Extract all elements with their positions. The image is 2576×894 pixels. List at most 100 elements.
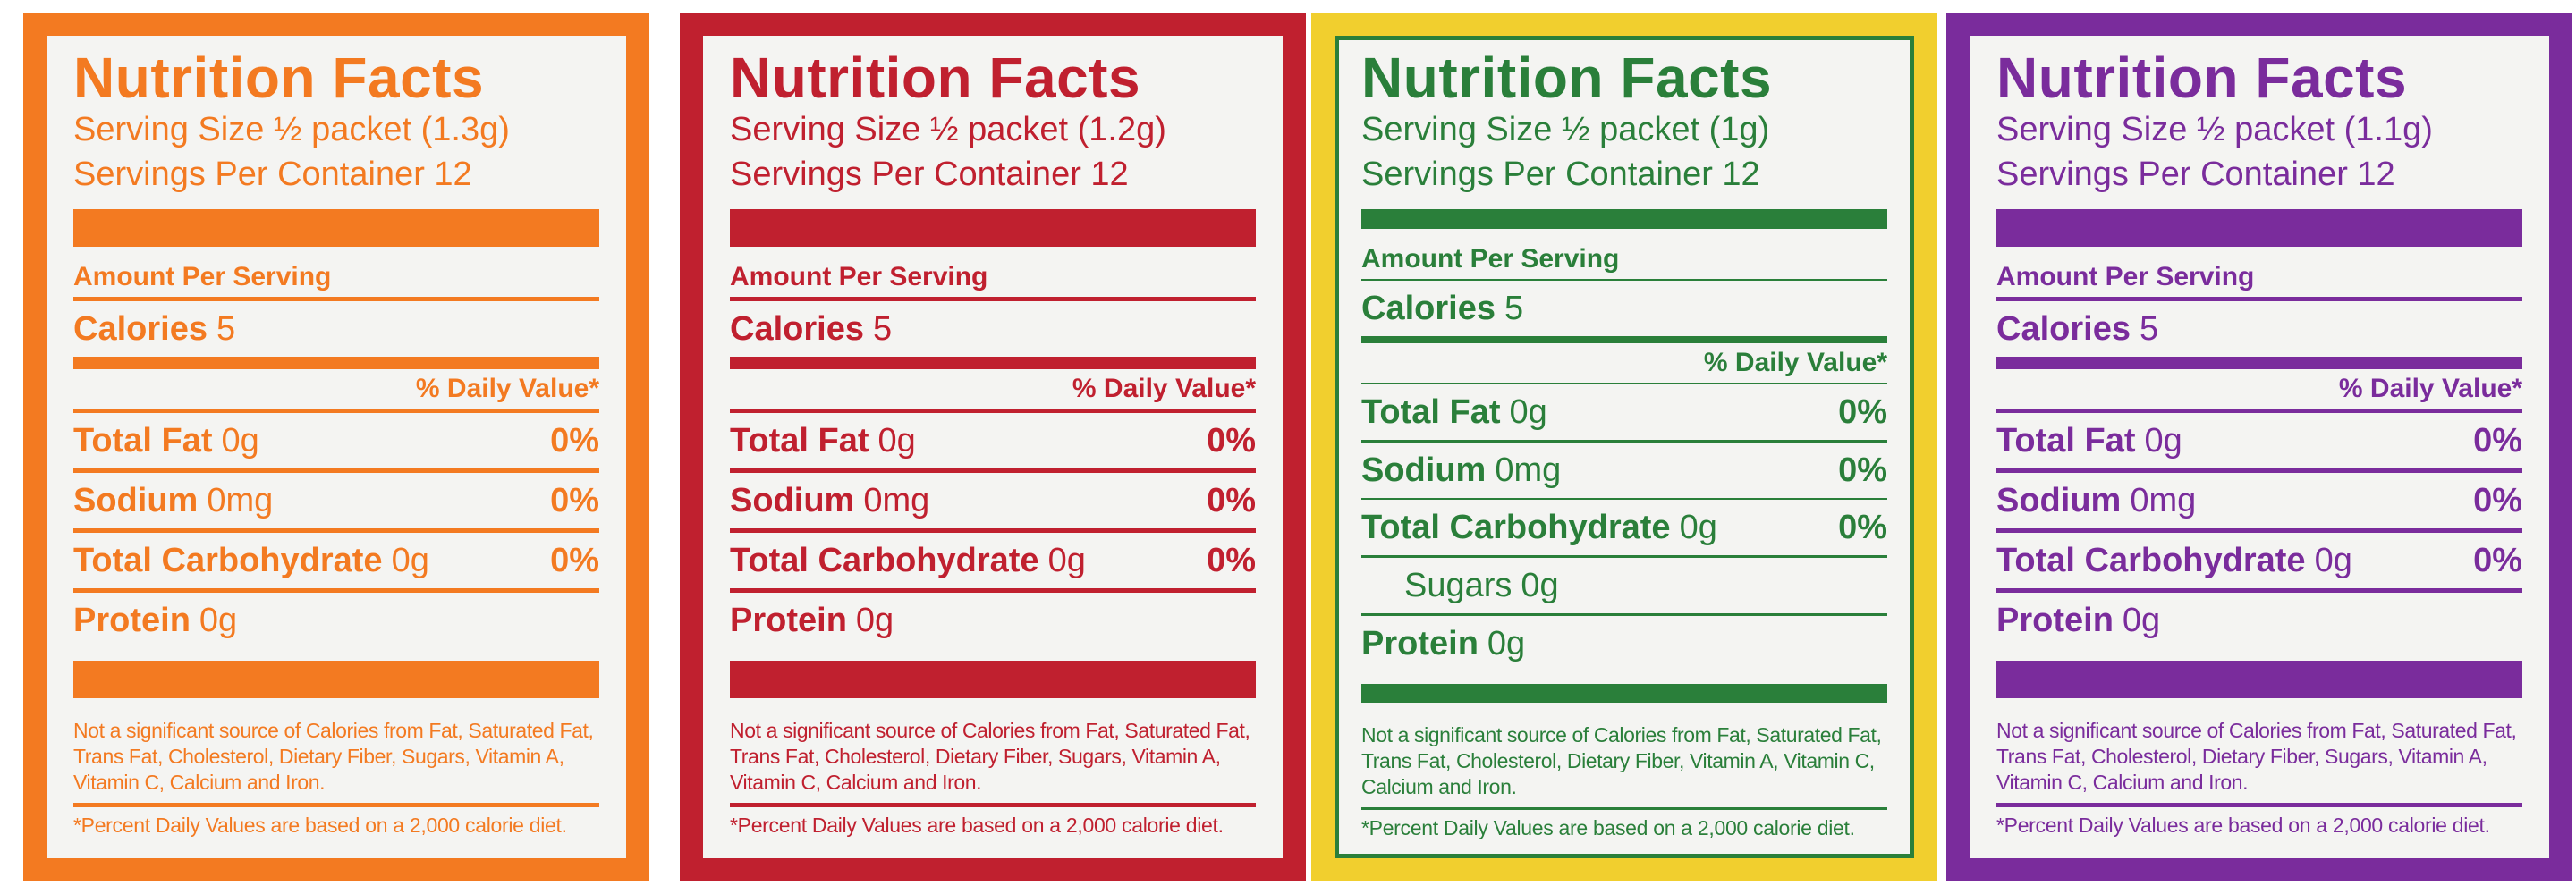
rule bbox=[1361, 807, 1887, 811]
rule bbox=[730, 468, 1256, 473]
nutrient: Sugars 0g bbox=[1361, 558, 1559, 613]
amount-per-serving: Amount Per Serving bbox=[1361, 243, 1620, 274]
rule bbox=[1996, 209, 2522, 247]
nutrient-amount: 0g bbox=[2314, 542, 2352, 579]
rule bbox=[730, 528, 1256, 533]
nutrition-label: Nutrition Facts Serving Size ½ packet (1.… bbox=[680, 13, 1306, 881]
rule bbox=[730, 297, 1256, 301]
serving-size: Serving Size ½ packet (1g) bbox=[1361, 111, 1770, 148]
footnote: Not a significant source of Calories fro… bbox=[730, 719, 1250, 794]
nutrient-daily-value: 0% bbox=[2473, 482, 2522, 519]
nutrient-amount: 0g bbox=[855, 602, 894, 639]
daily-value-header: % Daily Value* bbox=[415, 374, 599, 403]
nutrient-name: Total Carbohydrate bbox=[1996, 542, 2306, 579]
nutrient-daily-value: 0% bbox=[1838, 393, 1887, 432]
rule bbox=[73, 409, 599, 413]
nutrient-row: Total Fat 0g 0% bbox=[1361, 384, 1887, 440]
rule bbox=[1361, 683, 1887, 704]
nutrient-row: Protein 0g bbox=[73, 593, 599, 648]
nutrient: Total Carbohydrate 0g bbox=[730, 533, 1086, 588]
serving-size: Serving Size ½ packet (1.3g) bbox=[73, 111, 510, 148]
nutrient-name: Sodium bbox=[73, 482, 199, 519]
rule bbox=[1996, 661, 2522, 698]
calories-name: Calories bbox=[73, 310, 208, 348]
footnote: Not a significant source of Calories fro… bbox=[1996, 719, 2517, 794]
nutrient-row: Total Fat 0g 0% bbox=[73, 413, 599, 468]
nutrient-amount: 0g bbox=[1509, 393, 1547, 432]
nutrient-name: Total Fat bbox=[730, 422, 869, 460]
nutrient-daily-value: 0% bbox=[2473, 542, 2522, 579]
nutrient-amount: 0mg bbox=[207, 482, 274, 519]
nutrient-amount: 0g bbox=[199, 602, 238, 639]
nutrient-row: Protein 0g bbox=[1996, 593, 2522, 648]
nutrient-row: Total Carbohydrate 0g 0% bbox=[73, 533, 599, 588]
calories-name: Calories bbox=[1361, 290, 1496, 328]
nutrient: Protein 0g bbox=[1361, 616, 1525, 671]
rule bbox=[730, 803, 1256, 807]
nutrient: Total Fat 0g bbox=[73, 413, 259, 468]
nutrient-amount: 0g bbox=[1487, 624, 1526, 662]
nutrient-row: Sodium 0mg 0% bbox=[73, 473, 599, 528]
daily-value-header: % Daily Value* bbox=[1703, 347, 1887, 377]
rule bbox=[730, 357, 1256, 369]
serving-size: Serving Size ½ packet (1.1g) bbox=[1996, 111, 2433, 148]
nutrient-name: Total Carbohydrate bbox=[1361, 509, 1671, 547]
nutrient-row: Protein 0g bbox=[1361, 616, 1887, 671]
nutrient-row: Sugars 0g bbox=[1361, 558, 1887, 613]
nutrient-amount: 0g bbox=[2122, 602, 2161, 639]
daily-value-header: % Daily Value* bbox=[2338, 374, 2522, 403]
serving-size: Serving Size ½ packet (1.2g) bbox=[730, 111, 1166, 148]
servings-per-container: Servings Per Container 12 bbox=[73, 156, 472, 193]
calories-row: Calories 5 bbox=[1996, 301, 2522, 357]
amount-per-serving: Amount Per Serving bbox=[1996, 262, 2255, 291]
rule bbox=[730, 209, 1256, 247]
label-body: Nutrition Facts Serving Size ½ packet (1.… bbox=[73, 48, 599, 846]
rule bbox=[1361, 555, 1887, 559]
calories-label: Calories 5 bbox=[730, 301, 892, 357]
rule bbox=[73, 468, 599, 473]
calories-label: Calories 5 bbox=[1996, 301, 2158, 357]
rule bbox=[1996, 297, 2522, 301]
nutrient: Total Fat 0g bbox=[1996, 413, 2182, 468]
servings-per-container: Servings Per Container 12 bbox=[1996, 156, 2395, 193]
label-title: Nutrition Facts bbox=[73, 46, 485, 110]
nutrient-name: Protein bbox=[730, 602, 847, 639]
amount-per-serving: Amount Per Serving bbox=[73, 262, 332, 291]
nutrient-row: Sodium 0mg 0% bbox=[730, 473, 1256, 528]
nutrient-row: Total Fat 0g 0% bbox=[1996, 413, 2522, 468]
nutrient-daily-value: 0% bbox=[1838, 451, 1887, 489]
footnote: Not a significant source of Calories fro… bbox=[1361, 723, 1882, 799]
nutrient: Sodium 0mg bbox=[1996, 473, 2196, 528]
nutrient-daily-value: 0% bbox=[1207, 422, 1256, 460]
nutrient-daily-value: 0% bbox=[1207, 542, 1256, 579]
nutrient-row: Total Carbohydrate 0g 0% bbox=[1996, 533, 2522, 588]
nutrient: Total Carbohydrate 0g bbox=[1996, 533, 2352, 588]
rule bbox=[73, 588, 599, 593]
nutrient: Sodium 0mg bbox=[73, 473, 273, 528]
nutrient-name: Total Carbohydrate bbox=[730, 542, 1039, 579]
nutrient: Protein 0g bbox=[73, 593, 237, 648]
nutrient-amount: 0g bbox=[391, 542, 429, 579]
nutrient-amount: 0g bbox=[2144, 422, 2182, 460]
daily-value-header: % Daily Value* bbox=[1072, 374, 1256, 403]
nutrient-amount: 0g bbox=[1047, 542, 1086, 579]
nutrient-daily-value: 0% bbox=[1838, 509, 1887, 547]
nutrient-name: Sugars bbox=[1404, 567, 1513, 605]
rule bbox=[730, 661, 1256, 698]
servings-per-container: Servings Per Container 12 bbox=[730, 156, 1129, 193]
nutrient-daily-value: 0% bbox=[1207, 482, 1256, 519]
rule bbox=[1996, 528, 2522, 533]
nutrient-daily-value: 0% bbox=[550, 542, 599, 579]
rule bbox=[1361, 613, 1887, 616]
rule bbox=[1361, 209, 1887, 229]
nutrient-row: Total Carbohydrate 0g 0% bbox=[1361, 500, 1887, 555]
rule bbox=[730, 409, 1256, 413]
nutrient-name: Sodium bbox=[730, 482, 855, 519]
calories-row: Calories 5 bbox=[1361, 281, 1887, 336]
rule bbox=[1996, 803, 2522, 807]
nutrient: Protein 0g bbox=[1996, 593, 2160, 648]
nutrition-label: Nutrition Facts Serving Size ½ packet (1.… bbox=[23, 13, 649, 881]
nutrient-name: Protein bbox=[1996, 602, 2114, 639]
nutrient: Total Fat 0g bbox=[1361, 384, 1547, 440]
rule bbox=[73, 357, 599, 369]
